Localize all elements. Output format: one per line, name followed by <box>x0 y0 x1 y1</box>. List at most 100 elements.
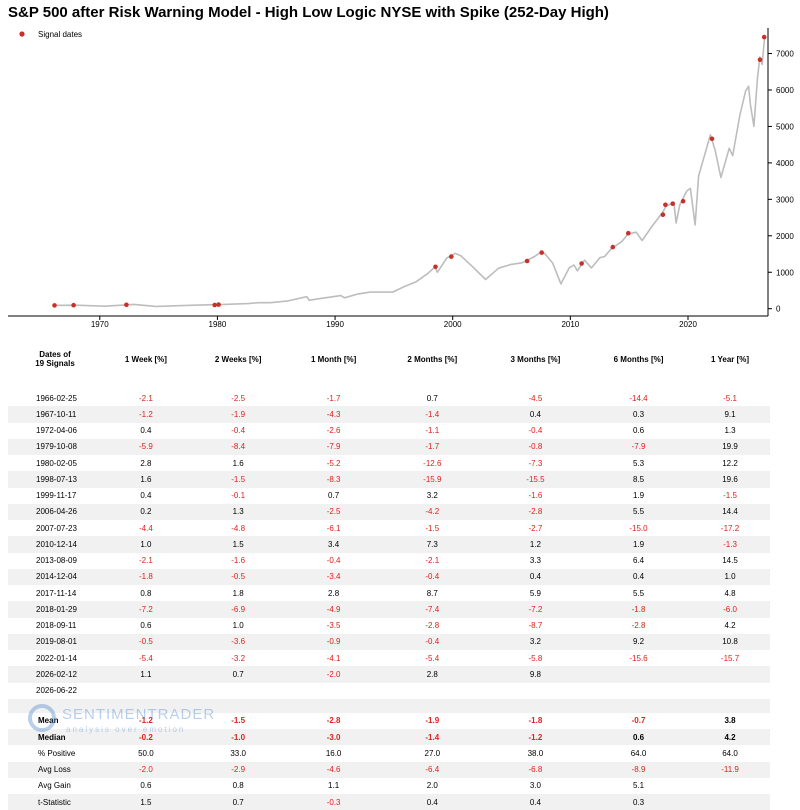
gap-cell <box>690 698 770 713</box>
gap-cell <box>380 698 484 713</box>
return-cell: 2.8 <box>380 666 484 683</box>
return-cell <box>102 683 190 699</box>
return-cell: 1.0 <box>690 568 770 585</box>
signal-date: 1998-07-13 <box>8 471 102 488</box>
return-cell: -4.3 <box>286 406 381 423</box>
x-tick-label: 2020 <box>679 320 697 329</box>
return-cell: -3.6 <box>189 633 287 650</box>
return-cell: -1.8 <box>586 601 691 618</box>
return-cell: -1.2 <box>102 406 190 423</box>
stats-row: Avg Gain 0.6 0.8 1.1 2.0 3.0 5.1 <box>8 778 770 794</box>
spacer-cell <box>484 378 587 390</box>
signal-date: 2006-04-26 <box>8 503 102 520</box>
stats-cell: -1.0 <box>189 729 287 746</box>
return-cell: 1.6 <box>102 471 190 488</box>
return-cell: -4.2 <box>380 503 484 520</box>
return-cell: -1.9 <box>189 406 287 423</box>
stats-row: Mean -1.2 -1.5 -2.8 -1.9 -1.8 -0.7 3.8 <box>8 713 770 729</box>
table-row: 1998-07-13 1.6 -1.5 -8.3 -15.9 -15.5 8.5 19.6 <box>8 471 770 488</box>
series-group <box>52 38 766 308</box>
stats-cell: -1.8 <box>528 716 543 726</box>
return-cell: 0.4 <box>483 568 587 585</box>
return-cell: 1.9 <box>632 491 645 501</box>
return-cell <box>381 683 484 699</box>
return-cell: -1.6 <box>528 491 543 501</box>
return-cell: -1.5 <box>189 471 287 488</box>
stats-cell: 5.1 <box>632 781 645 791</box>
return-cell: 5.5 <box>586 503 691 520</box>
gap-row <box>8 698 770 713</box>
return-cell: -7.3 <box>528 458 543 468</box>
chart-title: S&P 500 after Risk Warning Model - High … <box>8 4 609 21</box>
legend-marker <box>19 31 25 37</box>
return-cell: -6.1 <box>326 523 341 533</box>
signal-marker <box>216 302 221 307</box>
return-cell: -1.3 <box>690 536 770 553</box>
legend-label: Signal dates <box>38 30 82 39</box>
stats-cell: -8.9 <box>586 761 691 778</box>
signal-date: 2010-12-14 <box>8 536 102 553</box>
table-row: 2026-06-22 <box>8 683 770 699</box>
spacer-row <box>8 378 770 390</box>
return-cell: 19.9 <box>690 438 770 455</box>
return-cell: 0.4 <box>140 491 152 501</box>
stats-cell: -4.6 <box>286 761 381 778</box>
return-cell: 12.2 <box>722 458 738 468</box>
return-cell <box>484 683 587 699</box>
return-cell: -7.2 <box>102 601 190 618</box>
signal-marker <box>579 261 584 266</box>
signal-marker <box>524 258 530 264</box>
stats-cell: -1.2 <box>483 729 587 746</box>
table-row: 2018-09-11 0.6 1.0 -3.5 -2.8 -8.7 -2.8 4.2 <box>8 618 770 634</box>
return-cell: 1.0 <box>102 536 190 553</box>
return-cell: 19.6 <box>690 471 770 488</box>
x-tick-label: 1990 <box>326 320 344 329</box>
stats-cell: 3.8 <box>724 716 736 726</box>
y-tick-label: 5000 <box>776 122 794 131</box>
stats-cell: -1.9 <box>425 716 440 726</box>
return-cell: -4.9 <box>286 601 381 618</box>
return-cell: -1.7 <box>326 393 341 403</box>
return-cell: -17.2 <box>720 523 740 533</box>
stats-row: t-Statistic 1.5 0.7 -0.3 0.4 0.4 0.3 <box>8 794 770 810</box>
return-cell: 5.9 <box>529 588 541 598</box>
return-cell: 1.3 <box>724 426 736 436</box>
return-cell: -1.5 <box>425 523 440 533</box>
return-cell: -1.8 <box>102 568 190 585</box>
stats-cell: 0.7 <box>189 794 287 810</box>
return-cell: -2.5 <box>231 393 246 403</box>
signal-marker <box>433 264 438 270</box>
return-cell <box>586 666 691 683</box>
stats-cell: -6.4 <box>380 761 484 778</box>
return-cell: -7.9 <box>286 438 381 455</box>
stats-cell: 64.0 <box>630 748 647 758</box>
signal-date: 2007-07-23 <box>36 523 77 533</box>
return-cell: -0.4 <box>326 556 341 566</box>
return-cell: 4.2 <box>724 621 736 631</box>
return-cell: 1.1 <box>102 666 190 683</box>
stats-cell: -11.9 <box>690 761 770 778</box>
return-cell: -1.7 <box>380 438 484 455</box>
return-cell: 0.6 <box>140 621 152 631</box>
x-tick-label: 1970 <box>91 320 109 329</box>
return-cell: 0.6 <box>632 426 645 436</box>
stats-label: Avg Gain <box>38 781 71 791</box>
return-cell: 0.7 <box>328 491 340 501</box>
return-cell: -1.6 <box>231 556 246 566</box>
return-cell: 5.3 <box>632 458 645 468</box>
return-cell: -2.1 <box>425 556 440 566</box>
return-cell: 3.2 <box>483 633 587 650</box>
signal-marker <box>539 250 544 255</box>
return-cell: -8.3 <box>286 471 381 488</box>
signal-date: 2017-11-14 <box>36 588 77 598</box>
return-cell: 5.5 <box>632 588 645 598</box>
return-cell: 1.0 <box>232 621 244 631</box>
stats-cell: -0.7 <box>631 716 646 726</box>
return-cell: 14.5 <box>722 556 738 566</box>
spacer-cell <box>102 378 190 390</box>
return-cell: -7.4 <box>380 601 484 618</box>
return-cell: -2.6 <box>326 426 341 436</box>
column-header: 1 Year [%] <box>710 354 750 364</box>
signal-date: 2022-01-14 <box>36 653 77 663</box>
return-cell: 0.8 <box>140 588 152 598</box>
